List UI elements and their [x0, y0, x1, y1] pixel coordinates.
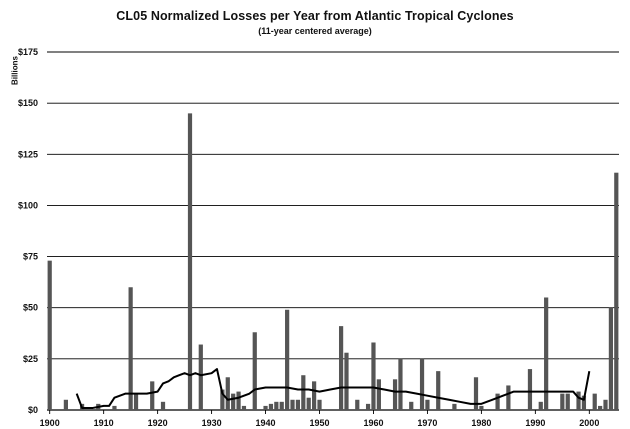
- bar-1960: [371, 342, 376, 410]
- bar-1942: [274, 401, 279, 410]
- bar-2002: [598, 405, 603, 410]
- bar-1975: [452, 403, 457, 410]
- x-tick-label: 1980: [471, 418, 491, 428]
- bar-1983: [495, 393, 500, 410]
- bar-1944: [285, 309, 290, 410]
- bar-1972: [436, 371, 441, 410]
- bar-1936: [241, 405, 247, 410]
- bar-2004: [608, 307, 614, 410]
- bar-1970: [425, 399, 430, 410]
- bar-1903: [63, 399, 68, 410]
- y-tick-label: $150: [18, 98, 38, 108]
- y-tick-label: $75: [23, 252, 38, 262]
- bar-1979: [473, 377, 479, 410]
- bar-1933: [225, 377, 230, 410]
- bar-1932: [220, 389, 225, 410]
- bar-1938: [252, 332, 257, 410]
- bars: [47, 113, 619, 410]
- bar-1919: [150, 381, 155, 410]
- axes: $0 $25 $50 $75 $100 $125 $150 $175 1900 1910 1920 1…: [18, 47, 599, 428]
- bar-1957: [355, 399, 360, 410]
- average-line: [75, 368, 591, 409]
- y-tick-label: $25: [23, 354, 38, 364]
- chart-title: CL05 Normalized Losses per Year from Atl…: [116, 9, 514, 23]
- bar-1943: [279, 401, 284, 410]
- bar-1950: [317, 399, 322, 410]
- x-tick-label: 1960: [363, 418, 383, 428]
- bar-1900: [47, 260, 52, 410]
- bar-1989: [527, 369, 533, 410]
- bar-1935: [236, 391, 241, 410]
- bar-1965: [398, 358, 403, 410]
- x-tick-label: 1900: [40, 418, 60, 428]
- average-line-group: [75, 368, 591, 409]
- bar-1955: [344, 352, 349, 410]
- bar-1928: [198, 344, 203, 410]
- bar-2005: [614, 172, 619, 410]
- bar-1946: [295, 399, 301, 410]
- gridlines: [47, 51, 619, 411]
- bar-1915: [128, 287, 133, 410]
- bar-1991: [538, 401, 543, 410]
- bar-1941: [268, 403, 274, 410]
- bar-1916: [133, 393, 139, 410]
- y-tick-label: $100: [18, 200, 38, 210]
- bar-1980: [479, 405, 484, 410]
- bar-1964: [392, 379, 398, 410]
- y-tick-label: $175: [18, 47, 38, 57]
- bar-1992: [544, 297, 549, 410]
- bar-1954: [338, 326, 344, 410]
- chart-subtitle: (11-year centered average): [258, 26, 372, 36]
- x-tick-label: 1990: [525, 418, 545, 428]
- bar-1912: [112, 405, 117, 410]
- x-tick-label: 1940: [256, 418, 276, 428]
- x-tick-label: 2000: [579, 418, 599, 428]
- bar-1934: [231, 393, 236, 410]
- bar-1985: [506, 385, 511, 410]
- bar-1995: [560, 393, 565, 410]
- bar-1948: [306, 397, 311, 410]
- bar-1921: [160, 401, 166, 410]
- x-tick-label: 1950: [309, 418, 329, 428]
- bar-1926: [187, 113, 193, 410]
- bar-1959: [365, 403, 371, 410]
- bar-1969: [419, 358, 425, 410]
- bar-1998: [576, 391, 581, 410]
- bar-2001: [592, 393, 597, 410]
- bar-1996: [565, 393, 570, 410]
- x-tick-label: 1910: [94, 418, 114, 428]
- x-tick-label: 1930: [202, 418, 222, 428]
- bar-1947: [301, 375, 306, 410]
- bar-1949: [312, 381, 317, 410]
- x-tick-label: 1920: [148, 418, 168, 428]
- bar-1967: [409, 401, 414, 410]
- bar-1961: [376, 379, 381, 410]
- y-tick-label: $0: [28, 405, 38, 415]
- bar-1999: [581, 395, 587, 410]
- bar-2003: [603, 399, 608, 410]
- bar-1945: [290, 399, 295, 410]
- x-tick-label: 1970: [417, 418, 437, 428]
- y-tick-label: $125: [18, 149, 38, 159]
- bar-1940: [263, 405, 268, 410]
- y-tick-label: $50: [23, 303, 38, 313]
